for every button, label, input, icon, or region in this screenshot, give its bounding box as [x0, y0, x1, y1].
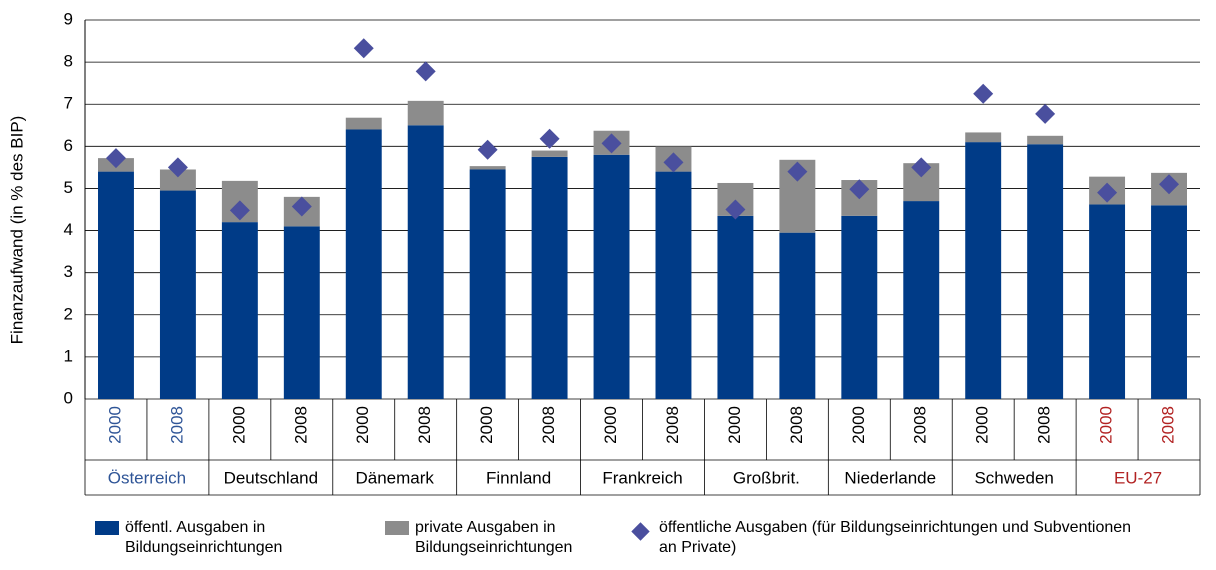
diamond-marker — [477, 139, 498, 160]
x-tick-label: 2000 — [353, 406, 372, 444]
y-tick-label: 7 — [64, 94, 73, 113]
bar-segment — [345, 129, 382, 399]
y-tick-label: 5 — [64, 178, 73, 197]
chart: Finanzaufwand (in % des BIP) 0 1 2 3 4 5 6 7 8 9 Ö… — [7, 9, 1201, 496]
legend-label: öffentliche Ausgaben (für Bildungseinric… — [659, 519, 1132, 556]
bar-segment — [531, 156, 568, 399]
diamond-marker — [849, 179, 870, 200]
y-tick-label: 1 — [64, 346, 73, 365]
bar-segment — [221, 222, 258, 399]
diamond-marker — [291, 196, 312, 217]
bar-segment — [965, 132, 1002, 143]
diamond-marker — [601, 133, 622, 154]
diamond-marker — [725, 199, 746, 220]
bar-segment — [159, 169, 196, 191]
x-tick-label: 2008 — [415, 406, 434, 444]
legend-swatch — [385, 521, 409, 535]
bar-segment — [593, 154, 630, 399]
bar-segment — [407, 100, 444, 126]
y-tick-label: 9 — [64, 9, 73, 28]
y-tick-label: 0 — [64, 388, 73, 407]
diamond-marker — [1159, 174, 1180, 195]
x-tick-label: 2008 — [291, 406, 310, 444]
x-tick-label: 2008 — [911, 406, 930, 444]
x-tick-label: 2008 — [663, 406, 682, 444]
diamond-marker — [1097, 182, 1118, 203]
y-tick-label: 6 — [64, 136, 73, 155]
group-label: Großbrit. — [733, 468, 800, 487]
bar-segment — [98, 171, 134, 399]
group-label: Schweden — [974, 468, 1053, 487]
bar-segment — [1027, 135, 1064, 145]
x-tick-label: 2000 — [477, 406, 496, 444]
x-tick-label: 2000 — [973, 406, 992, 444]
group-label: Dänemark — [356, 468, 435, 487]
diamond-marker — [539, 128, 560, 149]
bar-segment — [655, 171, 692, 399]
group-label: Deutschland — [224, 468, 319, 487]
bar-segment — [717, 215, 754, 399]
diamond-marker — [1035, 103, 1056, 124]
legend-swatch — [631, 522, 650, 541]
legend: öffentl. Ausgaben in Bildungseinrichtung… — [95, 518, 1195, 568]
bar-segment — [345, 117, 382, 130]
y-tick-label: 2 — [64, 304, 73, 323]
legend-label: öffentl. Ausgaben in Bildungseinrichtung… — [125, 519, 283, 556]
bar-segment — [1089, 204, 1126, 399]
x-tick-label: 2000 — [725, 406, 744, 444]
x-tick-label: 2000 — [1097, 406, 1116, 444]
y-axis-label: Finanzaufwand (in % des BIP) — [7, 116, 26, 345]
x-tick-label: 2008 — [1035, 406, 1054, 444]
diamond-marker — [167, 157, 188, 178]
diamond-marker — [787, 161, 808, 182]
diamond-marker — [229, 200, 250, 221]
bar-segment — [1027, 144, 1064, 399]
legend-label: private Ausgaben in Bildungseinrichtunge… — [415, 519, 573, 556]
legend-item: private Ausgaben in Bildungseinrichtunge… — [385, 518, 595, 558]
diamond-marker — [415, 61, 436, 82]
diamond-marker — [353, 38, 374, 59]
bar-segment — [841, 215, 878, 399]
legend-item: öffentl. Ausgaben in Bildungseinrichtung… — [95, 518, 295, 558]
group-label: EU-27 — [1114, 468, 1162, 487]
y-tick-label: 3 — [64, 262, 73, 281]
group-label: Frankreich — [602, 468, 682, 487]
bar-segment — [159, 190, 196, 399]
group-label: Österreich — [108, 468, 186, 487]
diamond-marker — [911, 157, 932, 178]
diamond-marker — [973, 83, 994, 104]
y-tick-label: 8 — [64, 52, 73, 71]
x-tick-label: 2008 — [539, 406, 558, 444]
bar-segment — [283, 226, 320, 399]
x-tick-label: 2008 — [1159, 406, 1178, 444]
bar-segment — [469, 166, 506, 170]
bar-segment — [1151, 205, 1187, 399]
bar-segment — [407, 125, 444, 400]
bar-segment — [903, 201, 940, 399]
x-tick-label: 2000 — [229, 406, 248, 444]
group-label: Finnland — [486, 468, 551, 487]
bar-segment — [469, 169, 506, 399]
group-label: Niederlande — [844, 468, 936, 487]
x-tick-label: 2000 — [601, 406, 620, 444]
diamond-marker — [105, 148, 126, 169]
x-tick-label: 2000 — [849, 406, 868, 444]
x-tick-label: 2000 — [105, 406, 124, 444]
diamond-marker — [663, 152, 684, 173]
x-tick-label: 2008 — [167, 406, 186, 444]
x-tick-label: 2008 — [787, 406, 806, 444]
legend-item: öffentliche Ausgaben (für Bildungseinric… — [630, 518, 1150, 558]
legend-swatch — [95, 521, 119, 535]
y-tick-label: 4 — [64, 220, 73, 239]
bar-segment — [965, 142, 1002, 399]
bar-segment — [531, 150, 568, 157]
bar-segment — [779, 232, 816, 399]
